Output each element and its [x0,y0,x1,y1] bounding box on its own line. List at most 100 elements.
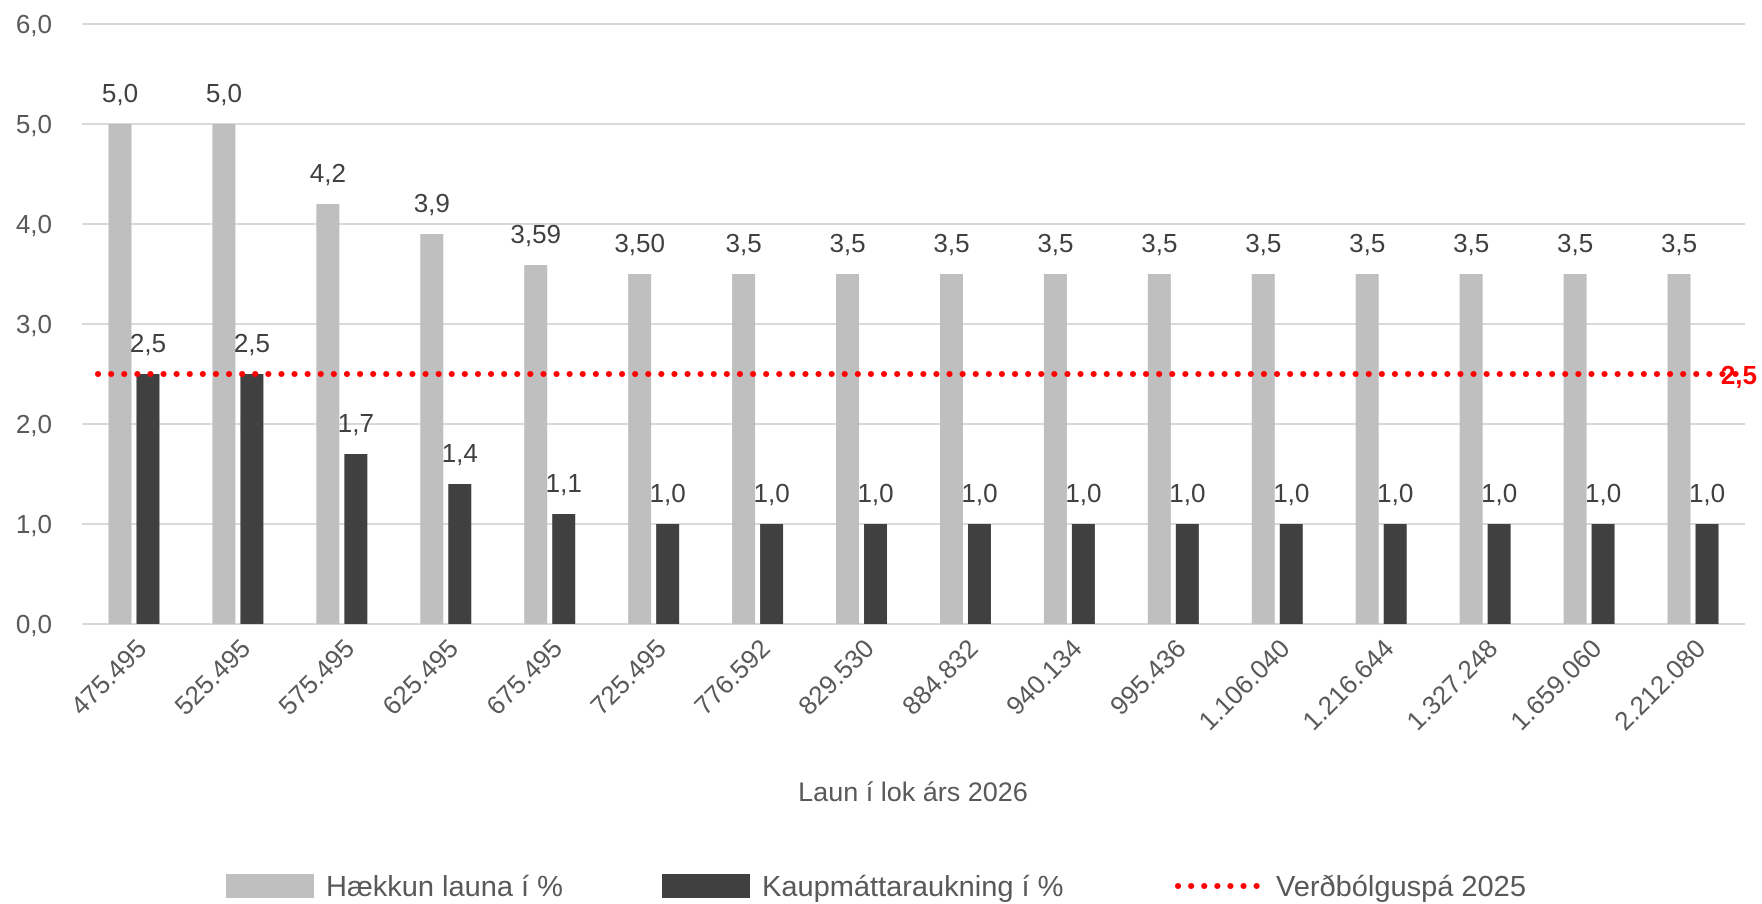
x-tick-label: 675.495 [480,633,568,721]
bar-hakkun-launa [732,274,756,624]
y-axis: 0,0 1,0 2,0 3,0 4,0 5,0 6,0 [16,9,52,639]
y-tick-label: 6,0 [16,9,52,39]
data-label-kaupmattaraukning: 1,0 [857,478,893,508]
data-label-kaupmattaraukning: 1,0 [1689,478,1725,508]
bar-hakkun-launa [836,274,860,624]
bar-hakkun-launa [420,234,444,624]
y-tick-label: 0,0 [16,609,52,639]
data-label-kaupmattaraukning: 1,1 [546,468,582,498]
bar-kaupmattaraukning [1071,524,1095,624]
y-tick-label: 3,0 [16,309,52,339]
data-label-hakkun-launa: 3,5 [829,228,865,258]
bar-kaupmattaraukning [240,374,264,624]
data-label-hakkun-launa: 3,9 [414,188,450,218]
legend: Hækkun launa í % Kaupmáttaraukning í % Ver… [226,871,1526,903]
x-tick-label: 1.659.060 [1504,633,1607,736]
x-tick-label: 884.832 [896,633,984,721]
bar-kaupmattaraukning [864,524,888,624]
x-axis: 475.495 525.495 575.495 625.495 675.495 725.4… [65,633,1712,736]
bar-kaupmattaraukning [1487,524,1511,624]
bar-kaupmattaraukning [344,454,368,624]
bar-hakkun-launa [1251,274,1275,624]
bar-kaupmattaraukning [1175,524,1199,624]
bar-kaupmattaraukning [448,484,472,624]
x-axis-title: Laun í lok árs 2026 [798,777,1028,807]
bar-hakkun-launa [108,124,132,624]
bar-hakkun-launa [939,274,963,624]
data-label-hakkun-launa: 3,5 [1557,228,1593,258]
bar-hakkun-launa [1667,274,1691,624]
y-tick-label: 1,0 [16,509,52,539]
data-labels: 5,0 2,5 5,0 2,5 4,2 1,7 3,9 1,4 3,59 1,1 3,50 1,0 3,… [102,78,1725,508]
data-label-hakkun-launa: 3,50 [614,228,665,258]
x-tick-label: 829.530 [792,633,880,721]
legend-label-verdbolguspa: Verðbólguspá 2025 [1276,871,1526,903]
data-label-kaupmattaraukning: 2,5 [130,328,166,358]
legend-swatch-hakkun-launa [226,874,314,898]
data-label-hakkun-launa: 3,5 [1245,228,1281,258]
data-label-kaupmattaraukning: 1,0 [1481,478,1517,508]
bar-hakkun-launa [316,204,340,624]
x-tick-label: 1.327.248 [1400,633,1503,736]
bar-kaupmattaraukning [1695,524,1719,624]
reference-line-label: 2,5 [1721,360,1757,390]
x-tick-label: 995.436 [1104,633,1192,721]
bars [108,124,1719,624]
data-label-hakkun-launa: 3,5 [1661,228,1697,258]
bar-hakkun-launa [212,124,236,624]
x-tick-label: 2.212.080 [1608,633,1711,736]
x-tick-label: 776.592 [688,633,776,721]
x-tick-label: 725.495 [584,633,672,721]
data-label-kaupmattaraukning: 1,0 [1273,478,1309,508]
data-label-kaupmattaraukning: 1,0 [754,478,790,508]
bar-kaupmattaraukning [760,524,784,624]
bar-hakkun-launa [1147,274,1171,624]
data-label-kaupmattaraukning: 1,0 [1169,478,1205,508]
data-label-hakkun-launa: 3,5 [726,228,762,258]
bar-kaupmattaraukning [136,374,160,624]
legend-label-kaupmattaraukning: Kaupmáttaraukning í % [762,871,1063,903]
x-tick-label: 1.106.040 [1193,633,1296,736]
data-label-kaupmattaraukning: 1,0 [1377,478,1413,508]
bar-hakkun-launa [1043,274,1067,624]
x-tick-label: 625.495 [376,633,464,721]
bar-hakkun-launa [628,274,652,624]
bar-hakkun-launa [524,265,548,624]
bar-kaupmattaraukning [552,514,576,624]
data-label-hakkun-launa: 3,59 [510,219,561,249]
bar-kaupmattaraukning [1591,524,1615,624]
y-tick-label: 5,0 [16,109,52,139]
data-label-hakkun-launa: 5,0 [206,78,242,108]
data-label-hakkun-launa: 3,5 [1349,228,1385,258]
data-label-kaupmattaraukning: 1,0 [650,478,686,508]
data-label-kaupmattaraukning: 1,0 [1065,478,1101,508]
x-tick-label: 1.216.644 [1296,633,1399,736]
bar-kaupmattaraukning [967,524,991,624]
bar-hakkun-launa [1355,274,1379,624]
reference-line: 2,5 [95,360,1757,390]
x-tick-label: 940.134 [1000,633,1088,721]
data-label-kaupmattaraukning: 1,0 [961,478,997,508]
bar-hakkun-launa [1459,274,1483,624]
data-label-hakkun-launa: 3,5 [933,228,969,258]
bar-kaupmattaraukning [1279,524,1303,624]
x-tick-label: 475.495 [65,633,153,721]
bar-kaupmattaraukning [1383,524,1407,624]
data-label-kaupmattaraukning: 1,4 [442,438,478,468]
data-label-kaupmattaraukning: 2,5 [234,328,270,358]
bar-hakkun-launa [1563,274,1587,624]
y-tick-label: 2,0 [16,409,52,439]
legend-label-hakkun-launa: Hækkun launa í % [326,871,563,903]
data-label-hakkun-launa: 3,5 [1453,228,1489,258]
x-tick-label: 525.495 [168,633,256,721]
bar-kaupmattaraukning [656,524,680,624]
legend-swatch-kaupmattaraukning [662,874,750,898]
data-label-hakkun-launa: 4,2 [310,158,346,188]
data-label-kaupmattaraukning: 1,7 [338,408,374,438]
data-label-hakkun-launa: 5,0 [102,78,138,108]
data-label-kaupmattaraukning: 1,0 [1585,478,1621,508]
y-tick-label: 4,0 [16,209,52,239]
data-label-hakkun-launa: 3,5 [1037,228,1073,258]
x-tick-label: 575.495 [272,633,360,721]
